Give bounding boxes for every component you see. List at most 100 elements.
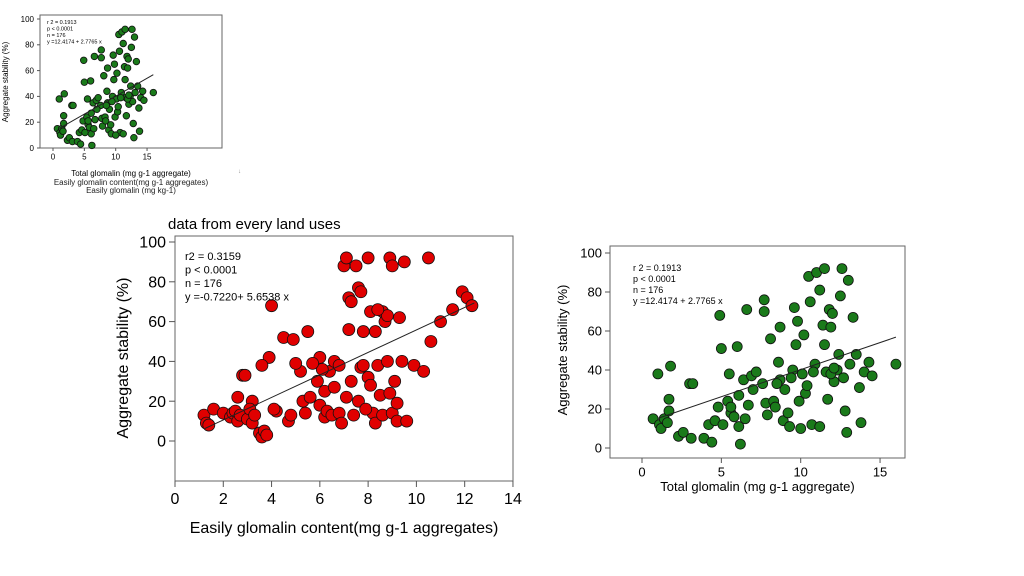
data-point: [788, 302, 800, 314]
data-point: [795, 423, 807, 434]
y-tick-label: 60: [148, 314, 166, 331]
x-tick-label: 6: [315, 491, 324, 508]
data-point: [83, 95, 92, 103]
data-point: [385, 259, 399, 273]
data-point: [88, 141, 96, 150]
data-point: [339, 251, 353, 265]
data-point: [103, 87, 111, 95]
data-point: [130, 133, 138, 142]
data-point: [712, 401, 724, 413]
data-point: [725, 401, 737, 413]
data-point: [383, 386, 397, 400]
data-point: [121, 25, 129, 34]
data-point: [836, 263, 848, 275]
stats-annotation: r 2 = 0.1913: [47, 20, 77, 26]
x-tick-label: 0: [171, 491, 180, 508]
data-point: [761, 409, 773, 421]
data-point: [129, 119, 137, 128]
y-tick-label: 80: [148, 274, 166, 291]
overlapped-labels: Easily glomalin content(mg g-1 aggregate…: [54, 178, 209, 195]
x-tick-label: 10: [793, 465, 807, 480]
data-point: [140, 96, 148, 104]
overlapped-x-label: Easily glomalin (mg kg-1): [86, 186, 176, 195]
data-point: [138, 87, 147, 95]
data-point: [742, 399, 754, 411]
data-point: [774, 321, 786, 333]
data-point: [356, 325, 370, 338]
data-point: [76, 140, 85, 148]
data-point: [388, 374, 402, 388]
data-point: [758, 294, 770, 306]
stats-annotation: y =12.4174 + 2.7765 x: [633, 296, 723, 306]
data-point: [301, 325, 315, 338]
stats-annotation: p < 0.0001: [47, 27, 73, 33]
y-tick-label: 0: [30, 144, 35, 153]
data-point: [289, 356, 303, 370]
data-point: [127, 43, 136, 52]
y-tick-label: 0: [595, 441, 602, 456]
data-point: [327, 380, 341, 394]
data-point: [807, 366, 819, 378]
data-point: [354, 285, 368, 299]
data-point: [833, 348, 845, 360]
data-point: [390, 396, 404, 410]
data-point: [130, 33, 139, 41]
overlapped-x-label: Easily glomalin content(mg g-1 aggregate…: [54, 178, 209, 187]
data-point: [128, 25, 136, 34]
chart-title: data from every land uses: [168, 216, 341, 233]
data-point: [306, 356, 319, 370]
data-point: [115, 47, 124, 55]
data-point: [94, 93, 102, 102]
data-point: [125, 91, 133, 99]
stats-annotation: r 2 = 0.1913: [633, 263, 681, 273]
plot-frame: [39, 14, 223, 149]
data-point: [311, 374, 324, 388]
data-point: [731, 341, 743, 353]
data-point: [231, 390, 245, 404]
data-point: [855, 417, 867, 429]
y-tick-label: 20: [588, 402, 602, 417]
data-point: [238, 368, 252, 382]
data-point: [661, 417, 673, 429]
data-point: [819, 263, 830, 275]
data-point: [368, 325, 382, 338]
data-point: [110, 60, 119, 68]
y-tick-label: 60: [25, 66, 34, 75]
plot-frame: [174, 235, 514, 482]
regression-line: [657, 336, 897, 419]
x-tick-label: 0: [51, 152, 56, 161]
data-point: [750, 366, 762, 378]
data-point: [368, 416, 382, 430]
data-point: [424, 335, 438, 348]
data-point: [59, 112, 68, 120]
data-point: [822, 393, 834, 405]
data-point: [739, 413, 751, 425]
data-point: [847, 311, 859, 323]
data-point: [110, 75, 118, 84]
data-point: [434, 315, 447, 329]
data-point: [122, 112, 131, 120]
x-tick-label: 15: [873, 465, 887, 480]
y-tick-label: 40: [588, 363, 602, 378]
data-point: [417, 364, 431, 378]
data-point: [842, 274, 854, 286]
data-point: [863, 356, 875, 368]
y-tick-label: 0: [157, 434, 166, 451]
y-tick-label: 80: [25, 41, 34, 50]
data-point: [798, 329, 810, 341]
data-point: [771, 378, 783, 390]
y-axis-label: Aggregate stability (%): [1, 41, 10, 122]
data-point: [114, 103, 122, 111]
data-point: [854, 382, 865, 393]
x-axis-label: Easily glomalin content(mg g-1 aggregate…: [190, 520, 499, 537]
data-point: [866, 370, 878, 382]
data-point: [149, 88, 158, 97]
x-tick-label: 8: [364, 491, 373, 508]
data-point: [793, 395, 805, 407]
data-point: [86, 77, 95, 85]
data-point: [717, 419, 729, 431]
x-tick-label: 2: [219, 491, 228, 508]
data-point: [342, 323, 356, 336]
